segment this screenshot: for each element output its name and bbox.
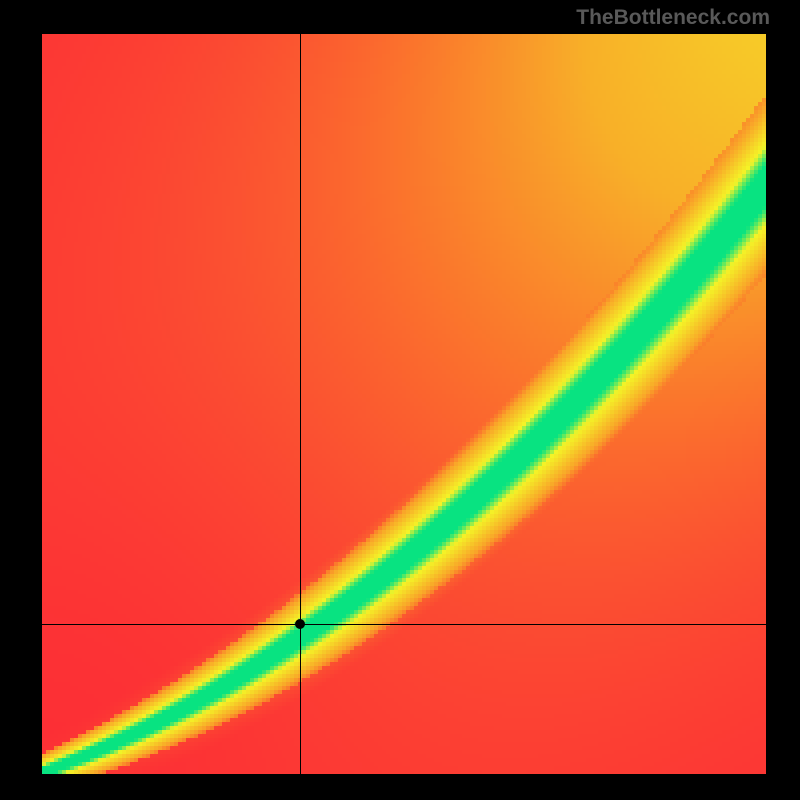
chart-container: TheBottleneck.com (0, 0, 800, 800)
crosshair-marker (295, 619, 305, 629)
crosshair-horizontal (42, 624, 766, 625)
watermark-text: TheBottleneck.com (576, 6, 770, 30)
crosshair-vertical (300, 34, 301, 774)
heatmap-canvas (42, 34, 766, 774)
plot-area (42, 34, 766, 774)
